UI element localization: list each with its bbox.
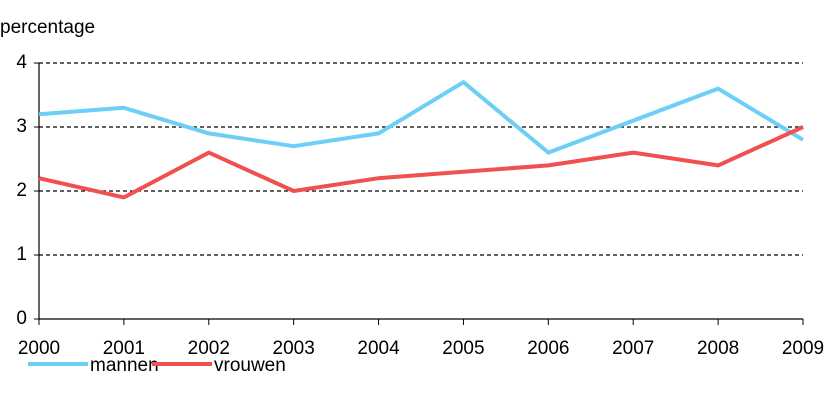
y-tick-label: 3 — [16, 116, 27, 137]
x-tick-label: 2009 — [782, 338, 824, 359]
y-tick-label: 0 — [16, 308, 27, 329]
x-tick-label: 2000 — [18, 338, 60, 359]
x-tick-label: 2004 — [357, 338, 400, 359]
x-tick-label: 2005 — [442, 338, 484, 359]
legend-label: mannen — [90, 355, 159, 376]
x-tick-label: 2001 — [103, 338, 145, 359]
y-tick-label: 1 — [16, 244, 27, 265]
x-tick-label: 2003 — [273, 338, 315, 359]
x-tick-label: 2007 — [612, 338, 654, 359]
y-tick-label: 2 — [16, 180, 27, 201]
x-tick-label: 2008 — [697, 338, 739, 359]
series-line — [38, 125, 804, 200]
x-tick-label: 2006 — [527, 338, 569, 359]
x-tick-label: 2002 — [188, 338, 230, 359]
series-line — [38, 80, 805, 155]
legend-label: vrouwen — [214, 355, 286, 376]
y-tick-label: 4 — [16, 52, 27, 73]
y-axis-label: percentage — [0, 17, 95, 38]
